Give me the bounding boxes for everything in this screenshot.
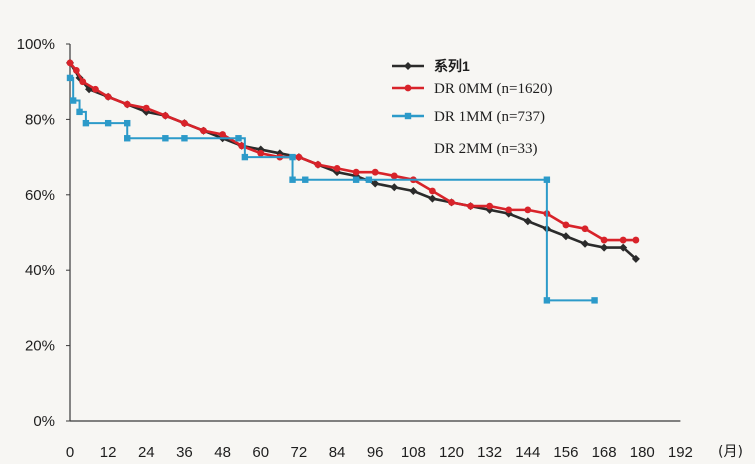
data-point xyxy=(390,172,398,180)
data-point xyxy=(124,119,131,127)
data-point xyxy=(314,161,322,169)
x-tick-label: 192 xyxy=(668,444,693,461)
data-point xyxy=(181,119,188,127)
data-point xyxy=(523,217,532,226)
data-point xyxy=(365,176,373,183)
x-tick-label: 60 xyxy=(252,444,269,461)
y-tick-label: 100% xyxy=(17,36,55,53)
x-tick-label: 24 xyxy=(138,444,155,461)
legend-label: DR 2MM (n=33) xyxy=(434,141,537,157)
data-point xyxy=(104,119,112,127)
legend-label: 系列1 xyxy=(434,58,470,74)
data-point xyxy=(181,135,188,142)
x-tick-label: 144 xyxy=(515,444,540,461)
data-point xyxy=(632,236,640,244)
y-tick-label: 20% xyxy=(25,338,55,355)
data-point xyxy=(524,206,532,214)
x-tick-label: 12 xyxy=(100,444,117,461)
data-point xyxy=(619,243,628,252)
y-tick-label: 80% xyxy=(25,111,55,128)
data-point xyxy=(561,232,570,241)
data-point xyxy=(467,202,474,210)
x-tick-label: 156 xyxy=(553,444,578,461)
x-tick-label: 168 xyxy=(592,444,617,461)
data-point xyxy=(600,243,609,252)
data-point xyxy=(79,78,87,86)
data-point xyxy=(69,97,77,104)
data-point xyxy=(200,127,207,135)
data-point xyxy=(543,176,551,183)
data-point xyxy=(448,198,455,206)
data-point xyxy=(123,100,131,108)
data-point xyxy=(600,236,608,244)
y-tick-label: 0% xyxy=(33,413,55,430)
data-point xyxy=(76,108,83,116)
data-point xyxy=(104,93,112,101)
legend-label: DR 1MM (n=737) xyxy=(434,109,545,125)
data-point xyxy=(619,236,627,244)
data-point xyxy=(631,254,640,263)
legend-marker xyxy=(404,112,412,120)
x-tick-label: 180 xyxy=(630,444,655,461)
x-tick-label: 0 xyxy=(66,444,74,461)
data-point xyxy=(142,104,150,112)
data-point xyxy=(333,165,341,172)
data-point xyxy=(543,297,551,304)
data-point xyxy=(289,176,296,183)
data-point xyxy=(505,206,513,214)
data-point xyxy=(581,225,589,233)
x-tick-label: 132 xyxy=(477,444,502,461)
data-point xyxy=(235,135,242,142)
data-point xyxy=(82,119,90,127)
data-point xyxy=(66,74,74,82)
data-point xyxy=(371,179,380,188)
x-tick-label: 108 xyxy=(401,444,426,461)
data-point xyxy=(486,202,494,210)
data-point xyxy=(257,149,265,157)
x-tick-label: 84 xyxy=(329,444,346,461)
data-point xyxy=(238,142,246,150)
x-tick-label: 96 xyxy=(367,444,384,461)
data-point xyxy=(161,112,169,120)
data-point xyxy=(371,168,379,176)
data-point xyxy=(390,183,399,192)
legend-label: DR 0MM (n=1620) xyxy=(434,81,552,97)
data-point xyxy=(289,153,296,161)
data-point xyxy=(409,187,418,196)
x-tick-label: 120 xyxy=(439,444,464,461)
data-point xyxy=(591,297,598,304)
data-point xyxy=(581,239,590,248)
data-point xyxy=(92,85,99,93)
legend-marker xyxy=(404,84,412,92)
y-tick-label: 60% xyxy=(25,187,55,204)
data-point xyxy=(66,59,74,67)
data-point xyxy=(562,221,570,229)
data-point xyxy=(302,176,309,183)
data-point xyxy=(429,187,436,195)
data-point xyxy=(295,153,303,161)
y-tick-label: 40% xyxy=(25,262,55,279)
x-tick-label: 48 xyxy=(214,444,231,461)
data-point xyxy=(219,131,227,138)
data-point xyxy=(162,135,169,142)
x-axis-unit-label: (月) xyxy=(718,444,743,460)
data-point xyxy=(428,194,437,203)
legend-marker xyxy=(404,62,412,70)
x-tick-label: 72 xyxy=(291,444,308,461)
data-point xyxy=(124,135,131,142)
data-point xyxy=(352,176,360,183)
x-tick-label: 36 xyxy=(176,444,193,461)
data-point xyxy=(72,66,80,74)
data-point xyxy=(241,153,249,161)
data-point xyxy=(352,168,360,176)
